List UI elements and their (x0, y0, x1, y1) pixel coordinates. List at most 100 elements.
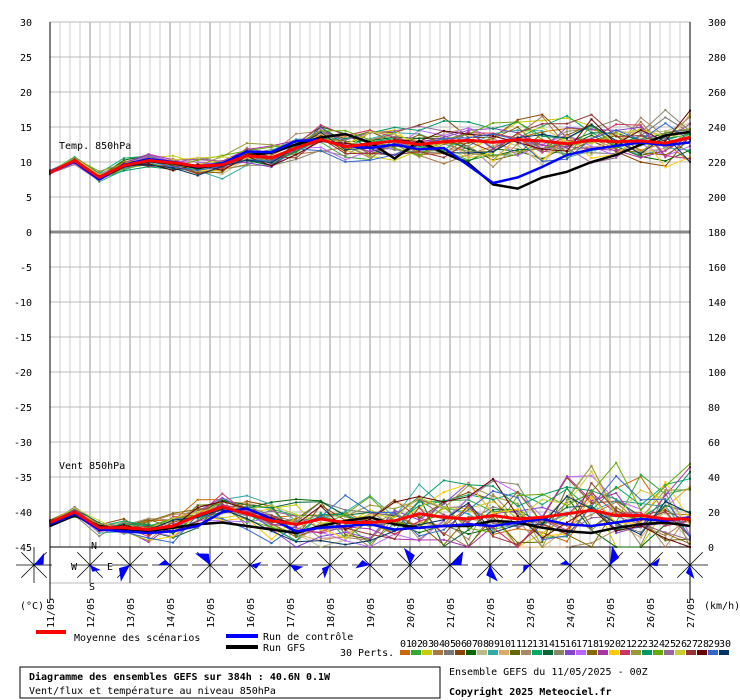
wind-rose-spoke (489, 564, 504, 579)
pert-number: 19 (598, 639, 610, 650)
wind-rose (392, 547, 428, 583)
pert-wind-point (245, 502, 248, 505)
pert-wind-point (467, 513, 470, 516)
pert-wind-point (418, 483, 421, 486)
pert-wind-point (172, 515, 175, 518)
pert-wind-point (418, 518, 421, 521)
pert-wind-point (172, 517, 175, 520)
pert-wind-point (172, 512, 175, 515)
wind-rose (272, 547, 308, 583)
pert-temp-point (147, 162, 150, 165)
right-tick-label: 260 (708, 88, 726, 99)
pert-number: 04 (433, 639, 445, 650)
pert-wind-point (245, 515, 248, 518)
wind-rose (232, 547, 268, 583)
pert-wind-point (393, 524, 396, 527)
wind-rose (592, 545, 628, 583)
pert-wind-point (565, 534, 568, 537)
pert-temp-point (369, 152, 371, 155)
pert-wind-point (639, 502, 642, 505)
pert-temp-point (295, 156, 298, 159)
pert-wind-point (442, 538, 445, 541)
left-tick-label: 5 (26, 193, 32, 204)
date-label: 23/05 (526, 598, 537, 628)
pert-temp-point (541, 129, 544, 132)
pert-wind-point (664, 500, 667, 503)
pert-number: 08 (477, 639, 489, 650)
pert-temp-point (664, 147, 667, 150)
pert-wind-point (590, 529, 593, 532)
pert-wind-point (393, 511, 396, 514)
pert-temp-point (467, 136, 470, 139)
pert-number: 18 (587, 639, 599, 650)
pert-temp-point (393, 148, 396, 151)
wind-rose-spoke (489, 551, 504, 566)
pert-temp-point (393, 131, 396, 134)
wind-rose-spoke (89, 551, 104, 566)
pert-wind-point (467, 508, 470, 511)
date-label: 27/05 (686, 598, 697, 628)
pert-temp-point (541, 115, 544, 118)
pert-wind-point (590, 470, 593, 473)
pert-number: 25 (664, 639, 676, 650)
pert-temp-point (492, 155, 495, 158)
pert-wind-point (122, 517, 125, 520)
pert-temp-point (492, 133, 495, 136)
wind-rose-spoke (689, 551, 704, 566)
pert-wind-point (541, 532, 544, 535)
pert-wind-point (319, 515, 322, 518)
left-tick-label: -40 (14, 508, 32, 519)
pert-wind-point (516, 527, 519, 530)
pert-wind-point (270, 516, 273, 519)
pert-wind-point (492, 512, 495, 515)
pert-wind-point (615, 501, 618, 504)
wind-rose (552, 547, 588, 583)
pert-wind-point (492, 498, 495, 501)
pert-wind-point (344, 543, 347, 546)
pert-wind-point (344, 537, 347, 540)
pert-wind-point (147, 521, 150, 524)
pert-wind-point (590, 513, 593, 516)
pert-wind-point (664, 494, 667, 497)
pert-wind-point (221, 492, 224, 495)
pert-wind-point (393, 509, 396, 512)
pert-wind-point (492, 480, 495, 483)
pert-temp-point (516, 153, 519, 156)
pert-swatch (686, 650, 696, 655)
pert-temp-point (295, 150, 298, 153)
pert-wind-point (565, 524, 568, 527)
pert-temp-point (664, 160, 667, 163)
pert-wind-point (492, 522, 495, 525)
pert-temp-point (393, 159, 396, 162)
pert-temp-point (615, 133, 618, 136)
pert-wind-point (344, 508, 347, 511)
pert-temp-point (418, 129, 421, 132)
pert-temp-point (442, 136, 445, 139)
pert-swatch (642, 650, 652, 655)
pert-wind-point (369, 504, 371, 507)
wind-rose-spoke (33, 564, 48, 579)
pert-wind-point (664, 523, 667, 526)
left-tick-label: 10 (20, 158, 32, 169)
pert-number: 15 (554, 639, 566, 650)
pert-wind-point (295, 501, 298, 504)
pert-wind-point (467, 521, 470, 524)
pert-number: 20 (609, 639, 621, 650)
pert-wind-point (369, 511, 371, 514)
pert-wind-point (664, 484, 667, 487)
wind-rose-spoke (329, 564, 344, 579)
pert-wind-point (344, 494, 347, 497)
pert-wind-point (221, 517, 224, 520)
pert-wind-point (295, 498, 298, 501)
pert-temp-point (615, 149, 618, 152)
wind-direction-sector (119, 565, 130, 582)
pert-temp-point (295, 138, 298, 141)
pert-temp-point (590, 141, 593, 144)
pert-temp-point (442, 134, 445, 137)
pert-swatch (609, 650, 619, 655)
date-label: 25/05 (606, 598, 617, 628)
pert-wind-point (319, 513, 322, 516)
pert-temp-point (196, 173, 199, 176)
wind-rose-spoke (649, 551, 664, 566)
pert-temp-point (295, 158, 298, 161)
